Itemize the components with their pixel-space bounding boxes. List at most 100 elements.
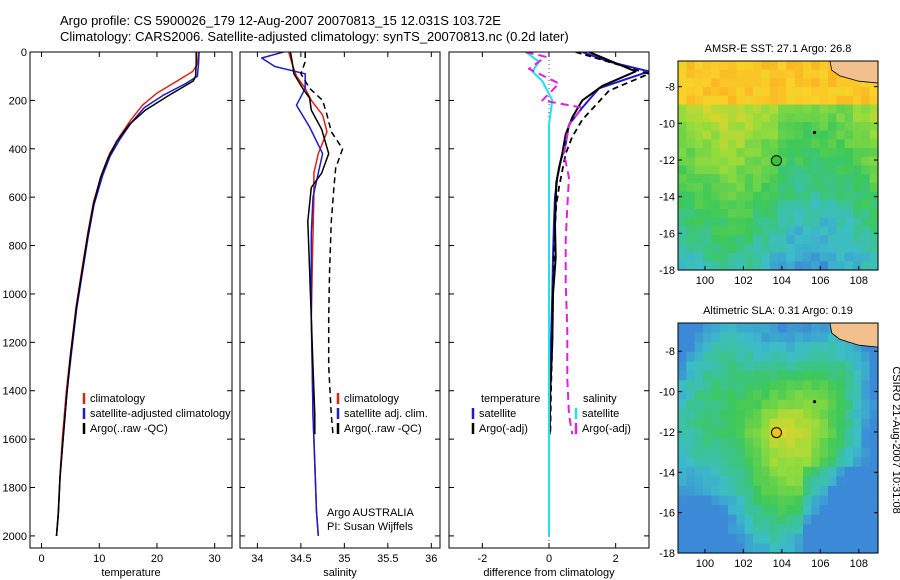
map-cell	[719, 524, 729, 535]
map-cell	[819, 200, 829, 210]
map-cell	[686, 418, 696, 430]
map-cell	[853, 226, 862, 236]
y-tick-label: -18	[659, 548, 675, 560]
map-cell	[686, 476, 696, 487]
map-cell	[744, 121, 754, 132]
map-cell	[869, 533, 879, 545]
map-cell	[753, 235, 762, 245]
map-cell	[694, 252, 704, 262]
map-cell	[794, 235, 804, 245]
map-cell	[819, 399, 829, 410]
map-cell	[786, 485, 796, 497]
series-line	[260, 52, 324, 536]
map-cell	[819, 485, 829, 497]
map-cell	[769, 361, 779, 372]
map-cell	[753, 409, 762, 420]
map-cell	[869, 457, 879, 468]
map-cell	[853, 130, 862, 140]
map-cell	[803, 361, 812, 372]
map-cell	[744, 243, 754, 254]
map-cell	[861, 235, 871, 245]
map-cell	[786, 235, 796, 245]
map-cell	[694, 182, 704, 193]
map-cell	[844, 466, 854, 477]
map-cell	[811, 505, 821, 516]
map-cell	[853, 361, 862, 372]
x-tick-label: 10	[93, 553, 105, 565]
map-cell	[719, 87, 729, 97]
map-cell	[719, 476, 729, 487]
x-tick-label: 2	[613, 553, 619, 565]
map-cell	[828, 121, 837, 132]
map-cell	[844, 217, 854, 228]
map-cell	[694, 261, 704, 271]
map-cell	[703, 495, 712, 506]
map-cell	[753, 217, 762, 228]
map-cell	[711, 409, 721, 420]
map-cell	[694, 418, 704, 430]
map-cell	[686, 148, 696, 158]
map-cell	[694, 113, 704, 123]
map-cell	[828, 409, 837, 420]
map-cell	[819, 514, 829, 525]
map-cell	[861, 380, 871, 391]
figure-title-line2: Climatology: CARS2006. Satellite-adjuste…	[60, 29, 569, 44]
map-cell	[769, 380, 779, 391]
map-cell	[836, 200, 846, 210]
map-cell	[719, 148, 729, 158]
map-cell	[761, 191, 771, 201]
map-cell	[703, 323, 712, 334]
map-cell	[736, 226, 746, 236]
map-cell	[861, 428, 871, 439]
map-cell	[828, 370, 837, 382]
y-tick-label: -10	[659, 118, 675, 130]
map-cell	[803, 200, 812, 210]
map-cell	[803, 380, 812, 391]
map-cell	[794, 139, 804, 149]
map-cell	[719, 380, 729, 391]
map-cell	[778, 130, 787, 140]
map-cell	[869, 235, 879, 245]
map-cell	[736, 533, 746, 545]
map-cell	[828, 342, 837, 353]
map-cell	[786, 130, 796, 140]
map-cell	[744, 235, 754, 245]
map-cell	[828, 156, 837, 167]
map-cell	[836, 261, 846, 271]
map-cell	[844, 104, 854, 114]
map-cell	[828, 438, 837, 449]
map-cell	[794, 191, 804, 201]
map-cell	[794, 390, 804, 401]
series-line	[549, 52, 649, 435]
map-cell	[744, 217, 754, 228]
map-cell	[694, 495, 704, 506]
map-cell	[728, 485, 737, 497]
map-cell	[794, 428, 804, 439]
map-cell	[844, 428, 854, 439]
map-cell	[736, 466, 746, 477]
map-cell	[728, 69, 737, 80]
map-cell	[861, 130, 871, 140]
y-tick-label: 1800	[3, 483, 27, 495]
map-cell	[869, 200, 879, 210]
map-cell	[744, 226, 754, 236]
x-tick-label: 35	[338, 553, 350, 565]
map-cell	[778, 495, 787, 506]
map-cell	[778, 261, 787, 271]
series-line	[525, 52, 554, 536]
map-cell	[778, 61, 787, 71]
map-cell	[769, 476, 779, 487]
map-cell	[794, 148, 804, 158]
map-cell	[853, 505, 862, 516]
map-cell	[736, 78, 746, 88]
map-cell	[861, 113, 871, 123]
map-cell	[803, 87, 812, 97]
map-cell	[861, 370, 871, 382]
map-cell	[686, 543, 696, 554]
map-cell	[769, 533, 779, 545]
map-cell	[728, 390, 737, 401]
map-cell	[703, 174, 712, 184]
map-cell	[819, 121, 829, 132]
map-cell	[803, 428, 812, 439]
map-cell	[719, 533, 729, 545]
